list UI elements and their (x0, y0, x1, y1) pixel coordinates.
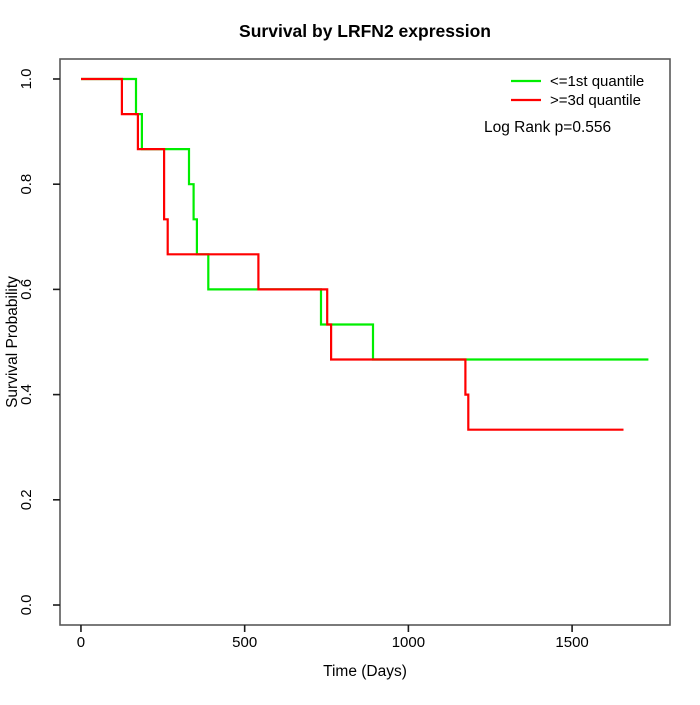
y-tick-label: 0.2 (18, 489, 35, 510)
legend: <=1st quantile >=3d quantile Log Rank p=… (484, 73, 644, 136)
log-rank-annotation: Log Rank p=0.556 (484, 119, 611, 136)
survival-curves (81, 77, 649, 431)
y-tick-label: 0.8 (18, 174, 35, 195)
x-tick-label: 0 (77, 634, 85, 651)
legend-label-first-quantile: <=1st quantile (550, 73, 644, 90)
x-tick-label: 1000 (392, 634, 425, 651)
y-tick-label: 0.0 (18, 595, 35, 616)
y-tick-label: 0.6 (18, 279, 35, 300)
legend-label-third-quantile: >=3d quantile (550, 92, 641, 109)
y-tick-label: 1.0 (18, 69, 35, 90)
y-axis-label: Survival Probability (4, 276, 21, 408)
survival-curve-high-expression (81, 77, 624, 431)
axis-ticks: 0 500 1000 1500 0.0 0.2 0.4 0.6 0.8 1.0 (18, 69, 589, 651)
plot-area-border (59, 58, 671, 626)
chart-title: Survival by LRFN2 expression (239, 21, 491, 41)
x-tick-label: 500 (232, 634, 257, 651)
x-axis-label: Time (Days) (323, 663, 407, 680)
x-tick-label: 1500 (555, 634, 588, 651)
y-tick-label: 0.4 (18, 384, 35, 405)
